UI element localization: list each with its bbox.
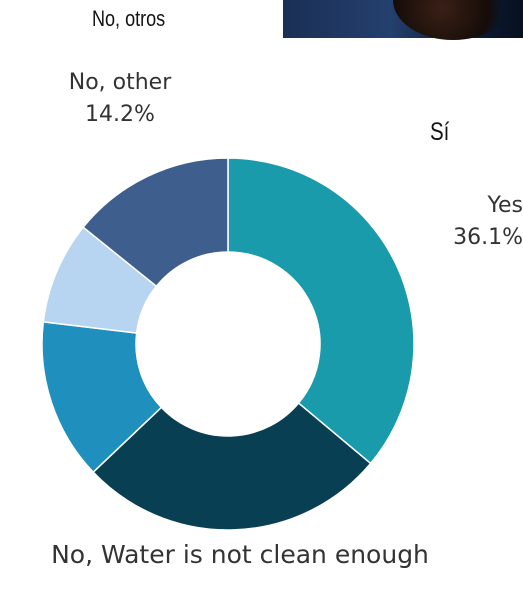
spanish-label-si: Sí bbox=[430, 118, 450, 146]
callout-no-other-label: No, other bbox=[68, 70, 172, 95]
callout-yes-value: 36.1% bbox=[453, 224, 523, 250]
callout-water-label: No, Water is not clean enough bbox=[51, 540, 429, 569]
callout-yes-label: Yes bbox=[487, 193, 523, 218]
callout-no-other-value: 14.2% bbox=[85, 101, 155, 127]
spanish-label-no-otros: No, otros bbox=[92, 6, 166, 31]
slice-water-not-clean bbox=[92, 402, 372, 531]
callout-no-other: No, other 14.2% bbox=[50, 67, 190, 131]
slice-no-other bbox=[82, 157, 229, 288]
background-photo-corner bbox=[283, 0, 523, 40]
slice-yes bbox=[227, 157, 415, 465]
callout-yes: Yes 36.1% bbox=[418, 190, 523, 254]
callout-water-not-clean: No, Water is not clean enough bbox=[0, 537, 480, 573]
